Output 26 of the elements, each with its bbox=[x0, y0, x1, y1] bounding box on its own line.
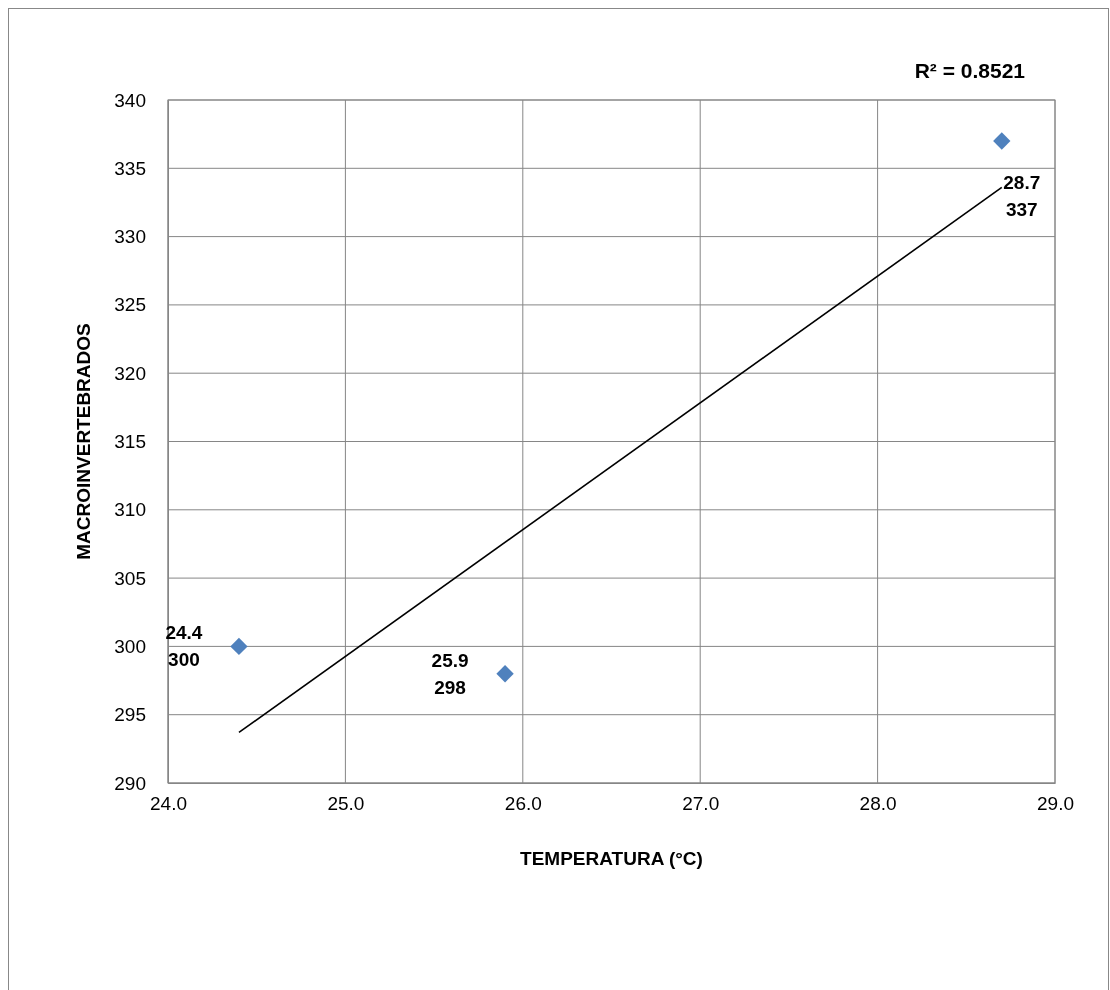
x-tick-label: 24.0 bbox=[150, 793, 187, 815]
text: R² = 0.8521 bbox=[914, 59, 1026, 82]
x-tick-label: 27.0 bbox=[682, 793, 720, 815]
y-tick-label: 290 bbox=[114, 772, 146, 794]
point bbox=[230, 637, 248, 656]
y-tick-label: 310 bbox=[114, 499, 146, 521]
y-tick-label: 315 bbox=[114, 431, 146, 453]
y-tick-label: 305 bbox=[114, 567, 146, 589]
y-tick-label: 325 bbox=[114, 294, 146, 316]
annotation: 25.9 298 bbox=[431, 649, 469, 698]
x-tick-label: 26.0 bbox=[504, 793, 542, 815]
y-tick-label: 330 bbox=[114, 226, 146, 248]
x-tick-label: 29.0 bbox=[1037, 793, 1074, 815]
y-tick-label: 295 bbox=[114, 704, 146, 726]
y-tick-label: 300 bbox=[114, 635, 146, 657]
x-tick-label: 25.0 bbox=[327, 793, 365, 815]
point bbox=[993, 132, 1011, 150]
y-axis-title: MACROINVERTEBRADOS bbox=[73, 323, 94, 560]
x-axis-title: TEMPERATURA (°C) bbox=[520, 848, 703, 869]
point bbox=[496, 665, 514, 683]
y-tick-label: 335 bbox=[114, 157, 146, 179]
y-tick-label: 320 bbox=[114, 362, 146, 384]
annotation: 28.7 337 bbox=[1003, 171, 1041, 220]
annotation: 24.4 300 bbox=[165, 622, 203, 671]
y-tick-label: 340 bbox=[114, 89, 146, 111]
x-tick-label: 28.0 bbox=[859, 793, 897, 815]
